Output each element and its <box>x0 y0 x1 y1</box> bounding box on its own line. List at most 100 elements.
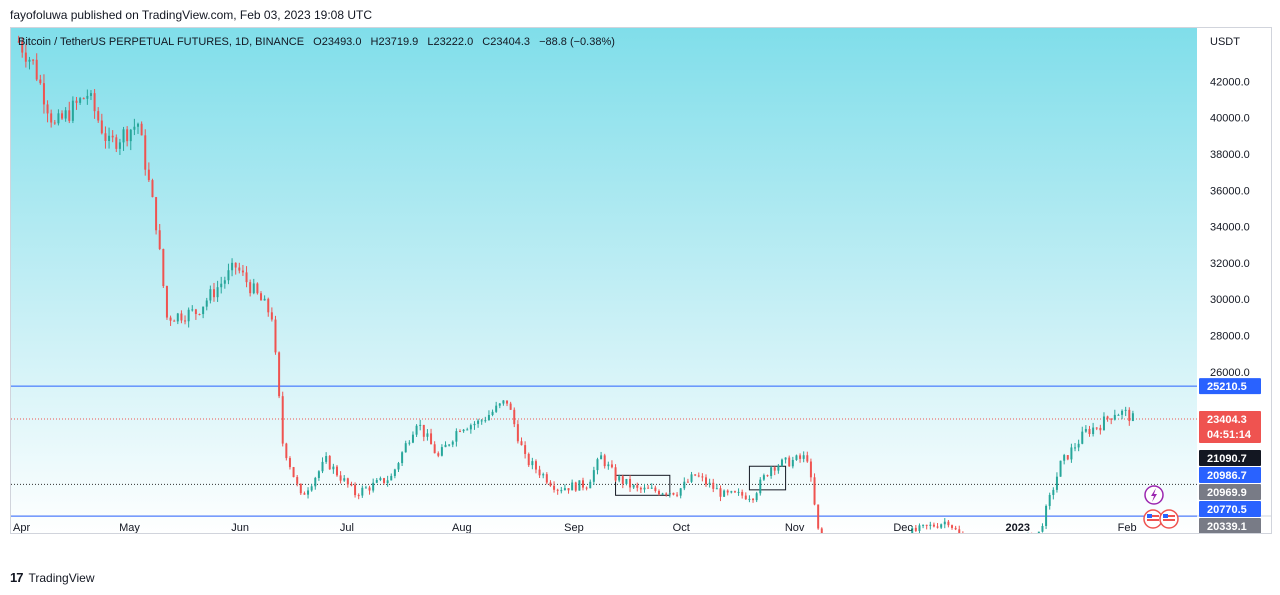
candle[interactable] <box>1117 413 1120 416</box>
candle[interactable] <box>701 473 704 482</box>
candle[interactable] <box>513 407 516 428</box>
candle[interactable] <box>354 482 357 498</box>
candle[interactable] <box>404 440 407 453</box>
candle[interactable] <box>401 451 404 466</box>
candle[interactable] <box>17 35 20 43</box>
candle[interactable] <box>755 491 758 503</box>
candle[interactable] <box>411 431 414 444</box>
candle[interactable] <box>162 248 165 288</box>
candle[interactable] <box>943 518 946 529</box>
candle[interactable] <box>158 223 161 251</box>
candle[interactable] <box>386 475 389 487</box>
candle[interactable] <box>650 483 653 490</box>
candle[interactable] <box>147 162 150 182</box>
flag-icon-us[interactable] <box>1143 509 1163 529</box>
candle[interactable] <box>249 279 252 297</box>
candle[interactable] <box>770 466 773 479</box>
candle[interactable] <box>1131 410 1134 422</box>
candle[interactable] <box>321 457 324 474</box>
candle[interactable] <box>784 457 787 464</box>
candle[interactable] <box>169 315 172 326</box>
candle[interactable] <box>267 297 270 317</box>
candle[interactable] <box>274 315 277 355</box>
candle[interactable] <box>126 126 129 147</box>
candle[interactable] <box>1128 407 1131 426</box>
candle[interactable] <box>285 442 288 461</box>
candle[interactable] <box>32 58 35 65</box>
candle[interactable] <box>563 484 566 491</box>
price-tag-5[interactable]: 20339.1 <box>1199 517 1261 534</box>
candle[interactable] <box>173 319 176 322</box>
candle[interactable] <box>929 521 932 530</box>
candle[interactable] <box>75 96 78 110</box>
candle[interactable] <box>1095 427 1098 431</box>
candle[interactable] <box>122 126 125 151</box>
candle[interactable] <box>657 489 660 496</box>
price-tag-4[interactable]: 20770.5 <box>1199 500 1261 517</box>
candle[interactable] <box>57 109 60 126</box>
candle[interactable] <box>137 122 140 134</box>
candle[interactable] <box>238 262 241 274</box>
candle[interactable] <box>458 429 461 433</box>
candle[interactable] <box>332 463 335 474</box>
candle[interactable] <box>1063 453 1066 465</box>
candle[interactable] <box>672 492 675 496</box>
candle[interactable] <box>68 101 71 124</box>
candle[interactable] <box>21 37 24 58</box>
candle[interactable] <box>111 130 114 143</box>
candle[interactable] <box>914 524 917 533</box>
candle[interactable] <box>383 477 386 485</box>
flag-icon-us-2[interactable] <box>1159 509 1179 529</box>
candle[interactable] <box>1052 487 1055 500</box>
candle[interactable] <box>451 440 454 448</box>
candle[interactable] <box>777 464 780 474</box>
candle[interactable] <box>694 474 697 477</box>
candle[interactable] <box>100 113 103 135</box>
candle[interactable] <box>1102 412 1105 431</box>
candle[interactable] <box>1059 460 1062 477</box>
candle[interactable] <box>578 480 581 491</box>
candle[interactable] <box>1113 409 1116 421</box>
candle[interactable] <box>86 89 89 105</box>
candle[interactable] <box>82 97 85 100</box>
candle[interactable] <box>592 466 595 486</box>
candle[interactable] <box>357 493 360 500</box>
candle[interactable] <box>426 429 429 441</box>
candle[interactable] <box>766 474 769 477</box>
candle[interactable] <box>375 478 378 484</box>
candle[interactable] <box>733 490 736 493</box>
candle[interactable] <box>223 276 226 289</box>
candle[interactable] <box>1066 454 1069 461</box>
candle[interactable] <box>925 524 928 530</box>
candle[interactable] <box>64 107 67 122</box>
candle[interactable] <box>1124 406 1127 417</box>
candle[interactable] <box>791 456 794 469</box>
candle[interactable] <box>806 451 809 463</box>
candle[interactable] <box>737 488 740 496</box>
candle[interactable] <box>715 483 718 490</box>
candle[interactable] <box>809 458 812 482</box>
candle[interactable] <box>607 461 610 470</box>
candle[interactable] <box>477 418 480 428</box>
candle[interactable] <box>325 452 328 464</box>
candle[interactable] <box>379 476 382 482</box>
candle[interactable] <box>71 96 74 124</box>
candle[interactable] <box>252 278 255 295</box>
candle[interactable] <box>328 455 331 470</box>
candle[interactable] <box>621 474 624 489</box>
candle[interactable] <box>719 485 722 502</box>
candle[interactable] <box>632 484 635 490</box>
candle[interactable] <box>683 477 686 491</box>
candle[interactable] <box>940 523 943 529</box>
candle[interactable] <box>133 118 136 136</box>
candle[interactable] <box>553 481 556 493</box>
candle[interactable] <box>712 478 715 493</box>
event-icon-lightning[interactable] <box>1144 485 1164 505</box>
candle[interactable] <box>97 107 100 123</box>
candle[interactable] <box>241 264 244 276</box>
last-price-tag[interactable]: 23404.3 04:51:14 <box>1199 410 1261 443</box>
candle[interactable] <box>368 485 371 495</box>
candle[interactable] <box>89 90 92 101</box>
candle[interactable] <box>752 497 755 503</box>
candle[interactable] <box>46 100 49 123</box>
